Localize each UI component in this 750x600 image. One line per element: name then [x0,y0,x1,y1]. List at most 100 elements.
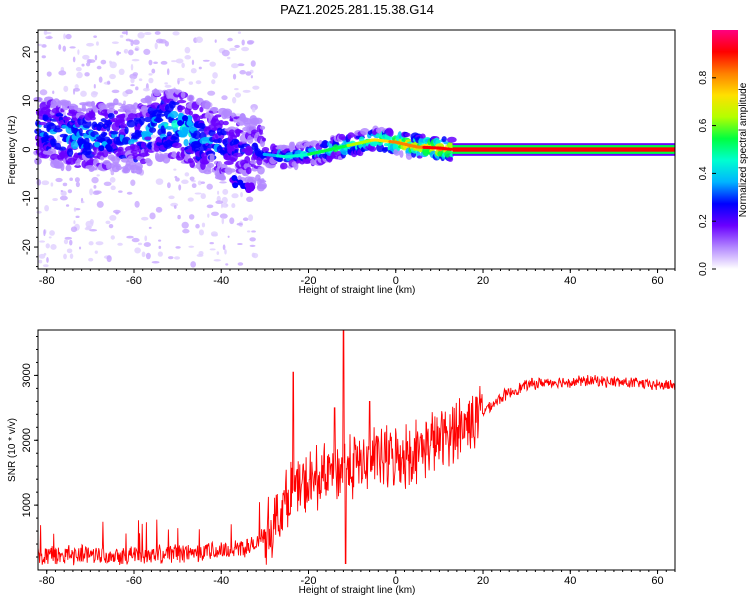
spectrogram-cell [131,134,140,140]
spectrogram-cell [113,98,119,106]
spectrogram-cell [74,164,82,168]
x-tick-label: 20 [477,575,489,587]
y-tick-label: 0 [21,146,33,152]
spectrogram-blob [177,119,184,126]
spectrogram-noise-cell [155,38,164,44]
spectrogram-cell [107,112,115,120]
colorbar-tick-label: 0.2 [698,214,709,228]
spectrogram-noise-cell [46,71,52,77]
spectrogram-cell [154,89,160,94]
spectrogram-noise-cell [64,236,73,240]
spectrogram-noise-cell [52,197,58,202]
spectrogram-cell [100,104,111,109]
spectrogram-noise-cell [247,40,254,45]
spectrogram-cell [174,137,180,144]
snr-panel: -80 -60 -40 -20 0 20 40 60 1000 2000 3000 Height … [7,329,676,596]
spectrogram-noise-cell [155,206,163,213]
spectrogram-noise-cell [155,178,164,185]
spectrogram-noise-cell [234,88,239,91]
spectrogram-noise-cell [195,36,203,43]
x-tick-label: -80 [39,575,55,587]
spectrogram-cell [37,97,42,103]
spectrogram-noise-cell [41,44,47,48]
spectrogram-noise-cell [73,220,76,225]
spectrogram-noise-cell [130,77,135,84]
spectrogram-cell [176,99,187,104]
spectrogram-noise-cell [137,242,143,246]
spectrogram-noise-cell [148,77,154,84]
spectrogram-noise-cell [72,88,76,95]
spectrogram-noise-cell [197,180,202,186]
spectrogram-noise-cell [43,31,52,35]
spectrogram-noise-cell [172,31,180,36]
spectrogram-noise-cell [188,214,195,220]
spectrogram-cell [368,145,377,152]
spectrogram-cell [87,142,93,151]
spectrogram-noise-cell [222,244,226,251]
spectrogram-cell [78,127,83,135]
spectrogram-noise-cell [117,242,123,246]
spectrogram-noise-cell [38,259,43,264]
spectrogram-noise-cell [92,91,99,96]
colorbar-label: Normalized spectral amplitude [738,82,749,217]
spectrogram-cell [113,110,119,115]
x-tick-label: -60 [126,275,142,287]
spectrogram-noise-cell [76,71,83,79]
spectrogram-noise-cell [138,78,143,82]
spectrogram-noise-cell [96,41,99,46]
spectrogram-noise-cell [216,195,221,202]
spectrogram-noise-cell [105,220,111,225]
spectrogram-noise-cell [184,172,190,177]
spectrogram-noise-cell [132,39,140,45]
spectrogram-noise-cell [167,256,174,260]
spectrogram-noise-cell [111,89,120,94]
spectrogram-cell [183,138,189,147]
spectrogram-cell [441,136,447,143]
spectrogram-cell [127,112,138,120]
spectrogram-cell [244,156,251,164]
spectrogram-noise-cell [154,42,158,50]
spectrogram-noise-cell [201,222,206,228]
spectrogram-cell [177,105,186,111]
spectrogram-cell [192,130,201,140]
spectrogram-noise-cell [221,203,229,208]
spectrogram-noise-cell [85,225,92,230]
spectrogram-noise-cell [219,213,228,219]
spectrogram-noise-cell [109,61,117,69]
spectrogram-noise-cell [245,71,252,76]
spectrogram-noise-cell [214,39,217,43]
spectrogram-cell [101,149,109,158]
spectrogram-cell [207,162,215,168]
spectrogram-cell [404,132,411,137]
spectrogram-noise-cell [100,59,107,65]
spectrogram-noise-cell [160,60,168,65]
spectrogram-noise-cell [148,73,153,76]
x-tick-label: 0 [393,575,399,587]
spectrogram-noise-cell [115,211,119,215]
x-tick-label: 60 [651,575,663,587]
colorbar-tick-label: 0.8 [698,70,709,84]
spectrogram-noise-cell [151,260,160,264]
spectrogram-blob [98,145,105,152]
colorbar-tick-label: 0.0 [698,262,709,276]
spectrogram-cell [135,166,143,175]
spectrogram-cell [38,121,48,126]
spectrogram-noise-cell [36,210,42,214]
spectrogram-noise-cell [237,31,242,34]
spectrogram-cell [109,130,119,135]
spectrogram-cell [223,110,232,119]
spectrogram-noise-cell [45,36,53,40]
spectrogram-noise-cell [234,92,242,98]
spectrogram-noise-cell [149,212,156,220]
x-tick-label: -40 [213,275,229,287]
spectrogram-noise-cell [38,253,46,259]
spectrogram-noise-cell [250,60,256,67]
spectrogram-cell [417,155,423,159]
spectrogram-noise-cell [96,174,100,177]
spectrogram-cell [244,147,253,156]
spectrogram-noise-cell [191,59,195,66]
spectrogram-noise-cell [237,262,244,266]
spectrogram-cell [126,119,136,128]
spectrogram-noise-cell [166,68,170,76]
spectrogram-noise-cell [126,235,134,239]
